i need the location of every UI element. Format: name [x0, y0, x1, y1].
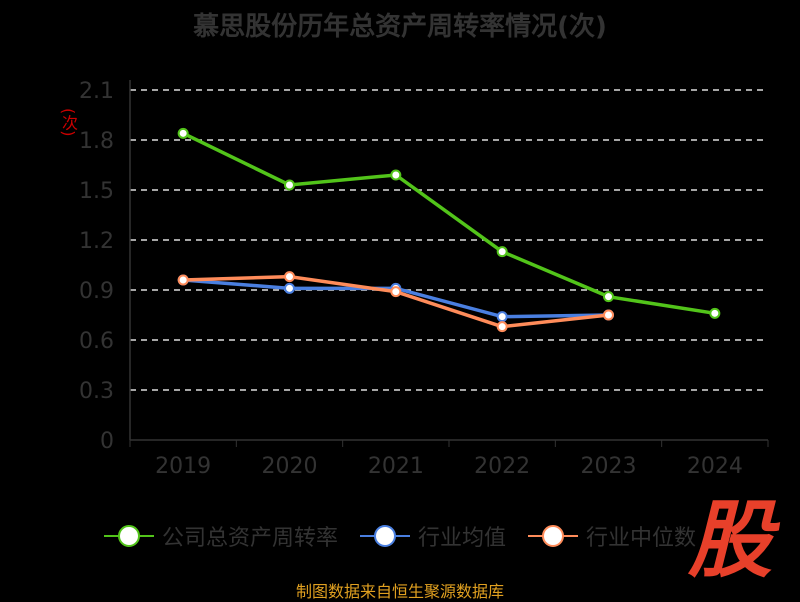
y-tick-label: 0.6 — [79, 329, 114, 354]
legend-label: 行业中位数 — [586, 526, 697, 551]
data-point — [390, 286, 402, 298]
data-point — [496, 321, 508, 333]
data-point — [709, 307, 721, 319]
legend-marker-icon — [528, 525, 578, 547]
y-tick-label: 1.5 — [79, 179, 114, 204]
legend-marker-icon — [103, 525, 154, 547]
legend-item[interactable]: 行业中位数 — [528, 520, 696, 552]
x-tick-label: 2021 — [368, 454, 424, 479]
x-tick-label: 2020 — [262, 454, 318, 479]
chart-title: 慕思股份历年总资产周转率情况(次) — [193, 12, 607, 42]
legend-item[interactable]: 公司总资产周转率 — [103, 520, 338, 552]
series-line — [182, 131, 716, 316]
brand-logo: 股 — [688, 491, 773, 589]
source-note: 制图数据来自恒生聚源数据库 — [295, 582, 504, 601]
y-tick-label: 1.8 — [79, 129, 114, 154]
data-point — [284, 179, 295, 191]
x-tick-label: 2023 — [581, 454, 637, 479]
data-point — [284, 271, 295, 283]
data-point — [603, 309, 614, 321]
legend-label: 行业均值 — [417, 526, 506, 551]
data-point — [496, 311, 508, 323]
x-tick-label: 2019 — [155, 454, 211, 479]
data-point — [390, 169, 402, 181]
x-tick-label: 2022 — [474, 454, 530, 479]
y-tick-label: 2.1 — [79, 79, 114, 104]
legend-label: 公司总资产周转率 — [161, 526, 338, 551]
data-point — [496, 246, 508, 258]
y-axis-unit: (次) — [59, 108, 78, 137]
y-tick-label: 1.2 — [79, 229, 114, 254]
legend-item[interactable]: 行业均值 — [359, 520, 506, 552]
legend-marker-icon — [359, 525, 410, 547]
data-point — [603, 291, 614, 303]
y-tick-label: 0.3 — [79, 379, 114, 404]
y-tick-label: 0.9 — [79, 279, 114, 304]
x-tick-label: 2024 — [687, 454, 743, 479]
data-point — [284, 282, 295, 294]
data-point — [177, 274, 189, 286]
legend: 公司总资产周转率 行业均值 行业中位数 — [0, 520, 800, 552]
y-tick-label: 0 — [100, 429, 114, 454]
data-point — [177, 127, 189, 139]
